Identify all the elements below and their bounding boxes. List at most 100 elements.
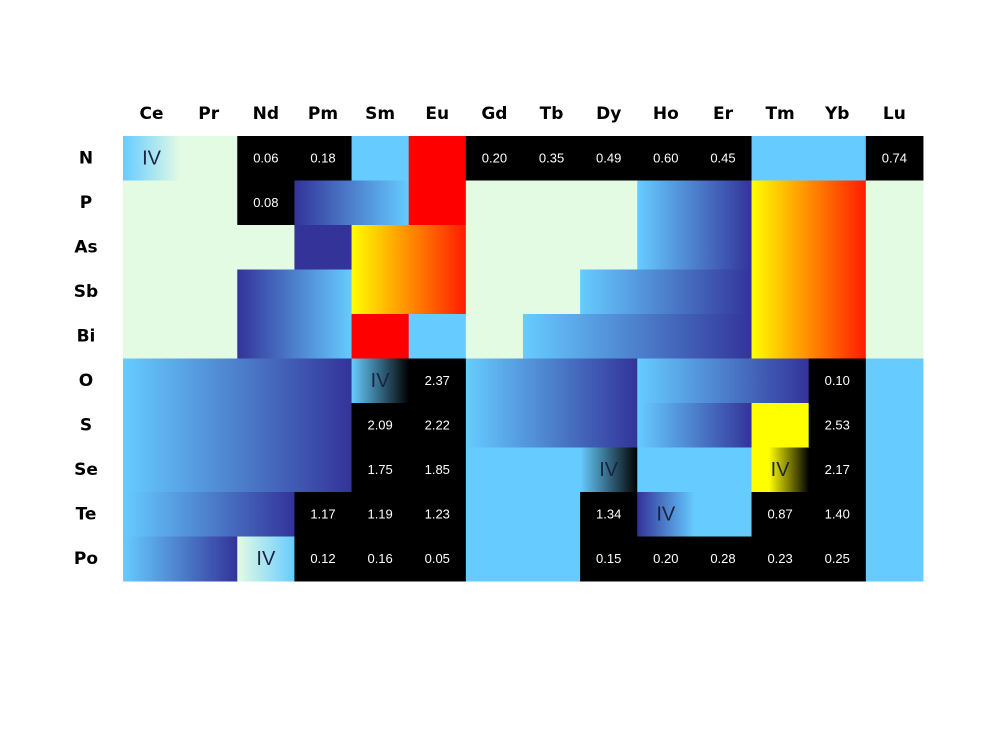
cell-fill — [808, 403, 867, 448]
cell-fill — [580, 447, 638, 493]
cell-fill — [237, 180, 295, 226]
cell-value: 2.17 — [825, 462, 850, 477]
cell-fill — [465, 447, 581, 493]
cell-value: 0.20 — [482, 151, 507, 166]
cell-value: 1.85 — [425, 462, 450, 477]
cell-fill — [751, 447, 810, 493]
column-header: Dy — [596, 104, 621, 124]
cell-fill — [351, 447, 467, 493]
cell-fill — [294, 180, 410, 226]
cell-fill — [580, 269, 753, 315]
cell-fill — [294, 536, 467, 582]
cell-fill — [123, 447, 353, 493]
cell-fill — [294, 492, 467, 537]
valence-label: IV — [656, 504, 676, 526]
cell-fill — [751, 180, 867, 226]
valence-label: IV — [142, 148, 162, 170]
cell-fill — [751, 492, 867, 537]
cell-fill — [465, 492, 581, 537]
cell-value: 0.08 — [253, 195, 278, 210]
cell-fill — [123, 136, 181, 181]
row-header: Te — [76, 504, 97, 524]
column-header: Tb — [540, 104, 564, 124]
cell-fill — [465, 358, 638, 404]
valence-label: IV — [771, 459, 791, 481]
cell-fill — [123, 403, 353, 448]
cell-fill — [865, 136, 924, 181]
cell-fill — [123, 225, 295, 270]
cell-fill — [408, 136, 467, 181]
row-header: O — [79, 371, 93, 391]
cell-value: 2.53 — [825, 418, 850, 433]
valence-label: IV — [256, 548, 276, 570]
cell-value: 0.45 — [710, 151, 735, 166]
column-header: Ce — [140, 104, 164, 124]
cell-value: 0.16 — [367, 551, 392, 566]
cell-value: 0.20 — [653, 551, 678, 566]
labels: Ce Pr Nd Pm Sm Eu Gd Tb Dy Ho Er Tm Yb Lu N P As Sb Bi O S Se… — [74, 104, 907, 570]
cell-fill — [465, 536, 581, 582]
column-header: Gd — [481, 104, 507, 124]
cell-value: 0.12 — [310, 551, 335, 566]
column-header: Nd — [253, 104, 279, 124]
cell-fill — [637, 403, 753, 448]
cell-value: 0.15 — [596, 551, 621, 566]
cell-value: 1.23 — [425, 507, 450, 522]
cell-fill — [123, 269, 238, 315]
cell-fill — [465, 136, 753, 181]
cell-fill — [408, 358, 467, 404]
cell-fill — [351, 358, 410, 404]
cell-value: 1.75 — [367, 462, 392, 477]
cell-fill — [465, 225, 638, 270]
cell-fill — [751, 269, 867, 315]
column-header: Er — [713, 104, 734, 124]
cell-fill — [237, 314, 353, 359]
cell-fill — [580, 536, 867, 582]
cell-fill — [808, 447, 867, 493]
cell-value: 0.23 — [767, 551, 792, 566]
cell-fill — [351, 269, 467, 315]
cell-fill — [351, 403, 467, 448]
cell-fill — [351, 225, 467, 270]
cell-value: 0.35 — [539, 151, 564, 166]
cell-value: 0.60 — [653, 151, 678, 166]
cell-fill — [294, 225, 353, 270]
cell-fill — [865, 358, 924, 404]
cell-fill — [637, 180, 753, 226]
cell-value: 0.10 — [825, 373, 850, 388]
cell-fill — [865, 225, 924, 270]
cell-value: 0.18 — [310, 151, 335, 166]
cell-fill — [637, 225, 753, 270]
column-header: Sm — [365, 104, 395, 124]
cell-fill — [465, 180, 638, 226]
cell-fill — [237, 136, 353, 181]
cell-fill — [751, 403, 810, 448]
cell-value: 0.87 — [767, 507, 792, 522]
cell-fill — [123, 180, 238, 226]
column-header: Ho — [653, 104, 679, 124]
cell-value: 1.34 — [596, 507, 621, 522]
row-header: Po — [74, 549, 98, 569]
cell-fill — [637, 447, 753, 493]
cell-fill — [751, 136, 867, 181]
cell-fill — [865, 536, 924, 582]
cell-fill — [465, 269, 581, 315]
cell-fill — [123, 358, 353, 404]
valence-label: IV — [371, 370, 391, 392]
cell-value: 0.49 — [596, 151, 621, 166]
cell-fill — [123, 536, 238, 582]
cell-value: 0.25 — [825, 551, 850, 566]
row-header: Bi — [77, 326, 96, 346]
cell-value: 0.05 — [425, 551, 450, 566]
cell-fill — [522, 314, 753, 359]
cell-value: 1.17 — [310, 507, 335, 522]
cell-fill — [351, 314, 410, 359]
column-header: Pm — [308, 104, 338, 124]
valence-label: IV — [599, 459, 619, 481]
cell-fill — [180, 136, 238, 181]
cell-fill — [465, 314, 524, 359]
cell-fill — [751, 314, 867, 359]
cell-fill — [865, 403, 924, 448]
row-header: As — [74, 237, 97, 257]
